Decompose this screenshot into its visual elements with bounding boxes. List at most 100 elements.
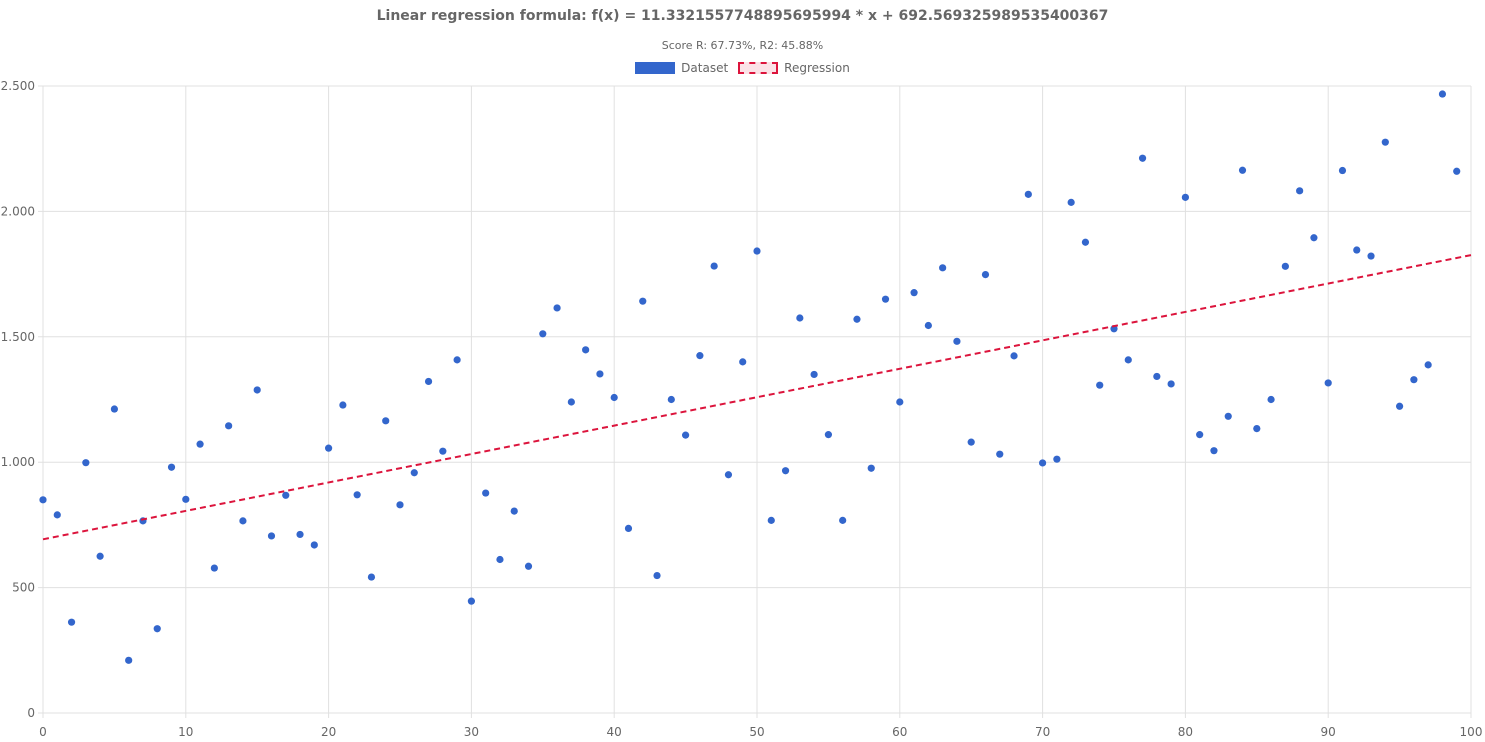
data-point[interactable] xyxy=(1381,138,1389,146)
data-point[interactable] xyxy=(1453,167,1461,175)
data-point[interactable] xyxy=(110,405,118,413)
data-point[interactable] xyxy=(1224,412,1232,420)
data-point[interactable] xyxy=(410,469,418,477)
data-point[interactable] xyxy=(510,507,518,515)
data-point[interactable] xyxy=(796,314,804,322)
data-point[interactable] xyxy=(1081,238,1090,246)
data-point[interactable] xyxy=(1053,455,1061,463)
data-point[interactable] xyxy=(296,530,304,539)
data-point[interactable] xyxy=(196,440,204,448)
data-point[interactable] xyxy=(310,541,318,549)
data-point[interactable] xyxy=(667,395,675,404)
data-point[interactable] xyxy=(1367,252,1375,260)
data-point[interactable] xyxy=(724,471,733,479)
data-point[interactable] xyxy=(1067,198,1075,206)
data-point[interactable] xyxy=(167,463,176,471)
data-point[interactable] xyxy=(1138,154,1147,162)
data-point[interactable] xyxy=(1196,431,1204,439)
data-point[interactable] xyxy=(339,401,347,409)
data-point[interactable] xyxy=(39,496,47,504)
data-point[interactable] xyxy=(967,438,975,446)
data-point[interactable] xyxy=(1310,234,1318,242)
data-point[interactable] xyxy=(924,321,932,330)
data-point[interactable] xyxy=(1296,187,1304,195)
data-point[interactable] xyxy=(781,467,790,475)
data-point[interactable] xyxy=(639,297,647,305)
data-point[interactable] xyxy=(1410,376,1418,384)
legend-item-regression[interactable]: Regression xyxy=(738,61,850,75)
data-point[interactable] xyxy=(496,555,504,564)
data-point[interactable] xyxy=(753,247,761,255)
data-point[interactable] xyxy=(539,330,547,338)
data-point[interactable] xyxy=(125,656,133,664)
data-point[interactable] xyxy=(1267,395,1275,404)
data-point[interactable] xyxy=(1181,193,1189,201)
data-point[interactable] xyxy=(567,398,575,406)
data-point[interactable] xyxy=(453,356,461,364)
data-point[interactable] xyxy=(582,346,590,354)
data-point[interactable] xyxy=(1010,352,1018,360)
data-point[interactable] xyxy=(153,625,161,633)
data-point[interactable] xyxy=(96,552,104,560)
data-point[interactable] xyxy=(267,532,276,540)
data-point[interactable] xyxy=(1039,459,1047,467)
data-point[interactable] xyxy=(624,524,633,533)
data-point[interactable] xyxy=(1238,166,1247,174)
data-point[interactable] xyxy=(739,358,747,366)
data-point[interactable] xyxy=(824,431,833,439)
data-point[interactable] xyxy=(1396,402,1404,410)
data-point[interactable] xyxy=(981,271,990,279)
data-point[interactable] xyxy=(253,386,261,394)
data-point[interactable] xyxy=(239,517,247,525)
data-point[interactable] xyxy=(810,370,818,379)
data-point[interactable] xyxy=(710,262,718,270)
data-point[interactable] xyxy=(1253,424,1261,433)
data-point[interactable] xyxy=(610,393,618,402)
data-point[interactable] xyxy=(867,464,875,472)
data-point[interactable] xyxy=(1210,447,1218,455)
data-point[interactable] xyxy=(182,495,190,503)
data-point[interactable] xyxy=(396,501,404,509)
data-point[interactable] xyxy=(210,564,218,572)
data-point[interactable] xyxy=(225,422,233,430)
data-point[interactable] xyxy=(482,489,490,497)
data-point[interactable] xyxy=(839,516,847,524)
data-point[interactable] xyxy=(1024,190,1032,198)
data-point[interactable] xyxy=(1324,379,1332,387)
data-point[interactable] xyxy=(853,315,861,323)
data-point[interactable] xyxy=(1096,381,1104,389)
data-point[interactable] xyxy=(1353,246,1361,254)
data-point[interactable] xyxy=(325,444,333,452)
data-point[interactable] xyxy=(467,597,475,605)
data-point[interactable] xyxy=(682,431,690,439)
data-point[interactable] xyxy=(424,377,433,386)
data-point[interactable] xyxy=(439,447,447,455)
data-point[interactable] xyxy=(524,562,533,570)
data-point[interactable] xyxy=(881,295,890,303)
data-point[interactable] xyxy=(53,511,61,519)
data-point[interactable] xyxy=(67,618,76,626)
data-point[interactable] xyxy=(367,573,376,581)
data-point[interactable] xyxy=(696,352,704,360)
data-point[interactable] xyxy=(1438,90,1447,98)
data-point[interactable] xyxy=(1167,380,1175,388)
data-point[interactable] xyxy=(1153,372,1161,381)
data-point[interactable] xyxy=(382,417,390,425)
data-point[interactable] xyxy=(596,370,604,378)
data-point[interactable] xyxy=(553,304,561,312)
data-point[interactable] xyxy=(653,571,661,580)
legend-item-dataset[interactable]: Dataset xyxy=(635,61,728,75)
data-point[interactable] xyxy=(953,337,961,345)
data-point[interactable] xyxy=(996,450,1004,458)
data-point[interactable] xyxy=(282,491,290,499)
data-point[interactable] xyxy=(767,516,775,524)
data-point[interactable] xyxy=(896,398,904,406)
data-point[interactable] xyxy=(82,459,90,467)
data-point[interactable] xyxy=(1338,166,1347,175)
data-point[interactable] xyxy=(939,264,947,272)
data-point[interactable] xyxy=(353,491,361,499)
data-point[interactable] xyxy=(1281,262,1289,270)
data-point[interactable] xyxy=(1124,356,1132,364)
data-point[interactable] xyxy=(910,289,918,297)
data-point[interactable] xyxy=(1424,361,1432,369)
